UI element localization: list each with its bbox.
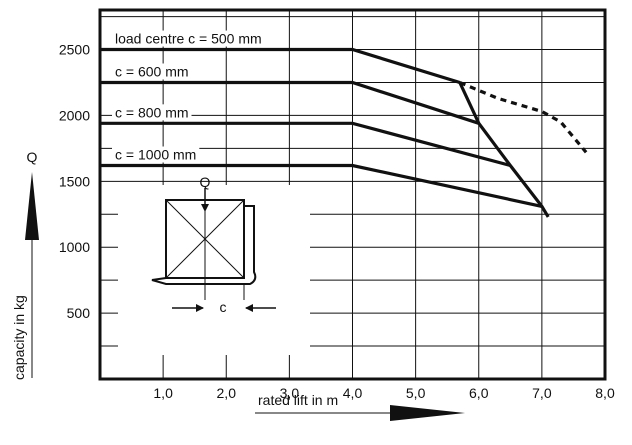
- y-tick-label: 1500: [59, 173, 90, 189]
- x-arrow-head: [390, 405, 465, 421]
- x-tick-label: 1,0: [153, 385, 173, 401]
- series-lines: [100, 47, 588, 218]
- dashed-line: [459, 81, 588, 154]
- y-tick-labels: 500 1000 1500 2000 2500: [59, 42, 90, 322]
- x-axis-label: rated lift in m: [258, 392, 338, 408]
- plot-frame: [98, 8, 607, 381]
- c-arrow-right-head: [245, 304, 253, 312]
- x-tick-label: 3,0: [280, 385, 300, 401]
- y-axis-symbol: Q: [27, 149, 38, 165]
- y-arrow-head: [25, 172, 39, 240]
- x-tick-label: 4,0: [343, 385, 363, 401]
- series-label: load centre c = 500 mm: [115, 31, 262, 47]
- series-label-background: [112, 30, 265, 47]
- series-line: [100, 47, 461, 85]
- series-labels: load centre c = 500 mm c = 600 mm c = 800 …: [112, 31, 265, 163]
- fork-outline: [151, 205, 257, 285]
- x-tick-label: 2,0: [217, 385, 237, 401]
- load-centre-inset: Q c: [118, 174, 310, 355]
- envelope-line: [458, 81, 550, 218]
- y-tick-label: 500: [67, 305, 91, 321]
- x-tick-label: 6,0: [469, 385, 489, 401]
- series-label-background: [112, 104, 192, 121]
- c-arrow-left-head: [196, 304, 204, 312]
- series-label: c = 800 mm: [115, 104, 189, 120]
- inset-q-label: Q: [200, 174, 211, 190]
- series-label-background: [112, 63, 192, 80]
- q-arrow-head: [201, 204, 209, 212]
- y-tick-label: 1000: [59, 239, 90, 255]
- series-line: [100, 121, 511, 168]
- x-tick-labels: 1,0 2,0 3,0 4,0 5,0 6,0 7,0 8,0: [153, 385, 615, 401]
- series-line: [100, 163, 543, 208]
- series-line: [100, 80, 480, 125]
- y-tick-label: 2000: [59, 107, 90, 123]
- series-label: c = 1000 mm: [115, 147, 196, 163]
- series-label-background: [112, 146, 200, 163]
- x-tick-label: 5,0: [406, 385, 426, 401]
- x-tick-label: 8,0: [595, 385, 615, 401]
- x-tick-label: 7,0: [532, 385, 552, 401]
- inset-c-label: c: [220, 299, 227, 315]
- y-axis-label: capacity in kg: [11, 295, 27, 380]
- y-tick-label: 2500: [59, 42, 90, 58]
- series-label: c = 600 mm: [115, 63, 189, 79]
